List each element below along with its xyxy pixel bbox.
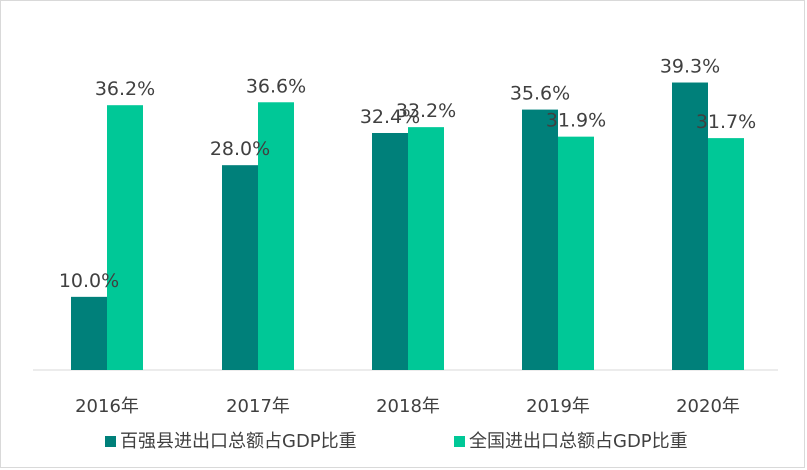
value-label-series1-2018年: 32.4% [360, 106, 420, 128]
bar-series1-2020年 [672, 82, 708, 370]
bar-series2-2020年 [708, 138, 744, 370]
x-tick-label-2018年: 2018年 [376, 396, 440, 417]
value-label-series1-2019年: 35.6% [510, 83, 570, 105]
bar-series2-2017年 [258, 102, 294, 370]
bar-series2-2016年 [107, 105, 143, 371]
bar-series2-2019年 [558, 136, 594, 370]
bar-series1-2019年 [522, 109, 558, 370]
value-label-series2-2020年: 31.7% [696, 111, 756, 133]
legend-swatch-series1 [105, 436, 116, 447]
x-tick-label-2019年: 2019年 [526, 396, 590, 417]
legend-swatch-series2 [454, 436, 465, 447]
x-tick-label-2020年: 2020年 [676, 396, 740, 417]
bar-series1-2017年 [222, 165, 258, 370]
legend-label-series1: 百强县进出口总额占GDP比重 [120, 431, 357, 452]
value-label-series1-2016年: 10.0% [59, 270, 119, 292]
bar-series1-2016年 [71, 296, 107, 370]
x-tick-label-2016年: 2016年 [75, 396, 139, 417]
value-label-series2-2016年: 36.2% [95, 78, 155, 100]
value-label-series2-2019年: 31.9% [546, 110, 606, 132]
bar-series1-2018年 [372, 132, 408, 370]
value-label-series1-2020年: 39.3% [660, 56, 720, 78]
x-tick-label-2017年: 2017年 [226, 396, 290, 417]
bar-series2-2018年 [408, 127, 444, 370]
value-label-series1-2017年: 28.0% [210, 138, 270, 160]
value-label-series2-2017年: 36.6% [246, 75, 306, 97]
legend-label-series2: 全国进出口总额占GDP比重 [469, 431, 688, 452]
value-label-series2-2018年: 33.2% [396, 100, 456, 122]
